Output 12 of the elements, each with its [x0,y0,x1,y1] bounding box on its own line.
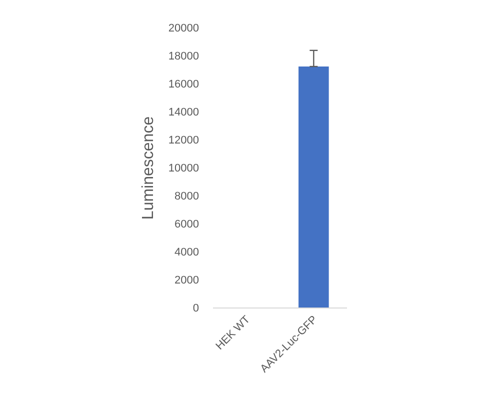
y-tick-label: 4000 [174,246,199,259]
y-tick-label: 10000 [168,162,199,175]
y-tick-label: 8000 [174,190,199,203]
y-tick-label: 18000 [168,50,199,63]
y-axis-title: Luminescence [140,116,157,220]
y-tick-label: 2000 [174,274,199,287]
y-tick-label: 0 [192,302,199,315]
y-tick-label: 20000 [168,22,199,35]
y-tick-label: 14000 [168,106,199,119]
y-tick-label: 16000 [168,78,199,91]
y-tick-label: 6000 [174,218,199,231]
y-tick-label: 12000 [168,134,199,147]
